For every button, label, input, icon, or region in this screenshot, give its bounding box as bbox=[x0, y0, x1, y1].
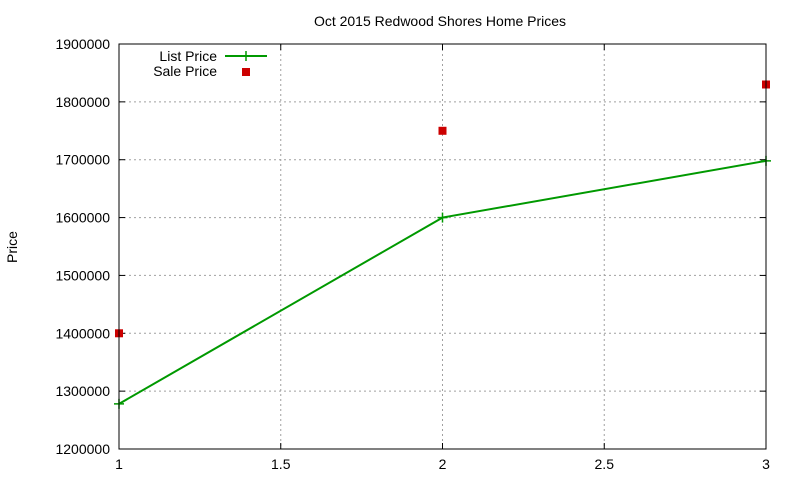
y-tick-label: 1900000 bbox=[55, 36, 110, 52]
y-tick-label: 1500000 bbox=[55, 267, 110, 283]
legend-label-sale-price: Sale Price bbox=[153, 63, 217, 79]
y-tick-label: 1700000 bbox=[55, 152, 110, 168]
x-tick-label: 1 bbox=[115, 456, 123, 472]
list-price-point bbox=[437, 212, 448, 223]
plot-frame bbox=[118, 43, 767, 450]
y-axis-label: Price bbox=[4, 231, 20, 263]
y-tick-label: 1800000 bbox=[55, 94, 110, 110]
x-tick-label: 3 bbox=[762, 456, 770, 472]
y-tick-label: 1200000 bbox=[55, 441, 110, 457]
y-tick-label: 1400000 bbox=[55, 325, 110, 341]
y-tick-label: 1600000 bbox=[55, 210, 110, 226]
chart-title: Oct 2015 Redwood Shores Home Prices bbox=[314, 13, 566, 29]
sale-price-point bbox=[438, 126, 447, 135]
x-tick-label: 2 bbox=[439, 456, 447, 472]
x-tick-label: 1.5 bbox=[271, 456, 291, 472]
grid-lines bbox=[119, 44, 766, 449]
y-tick-label: 1300000 bbox=[55, 383, 110, 399]
legend-point-list-price bbox=[241, 51, 251, 61]
list-price-line bbox=[118, 159, 767, 405]
x-tick-label: 2.5 bbox=[595, 456, 615, 472]
legend-label-list-price: List Price bbox=[159, 48, 217, 64]
legend-point-sale-price bbox=[242, 68, 250, 76]
axis-ticks: 1 1.5 2 2.5 3 1200000 1300000 1400000 1500000 160… bbox=[55, 36, 770, 472]
